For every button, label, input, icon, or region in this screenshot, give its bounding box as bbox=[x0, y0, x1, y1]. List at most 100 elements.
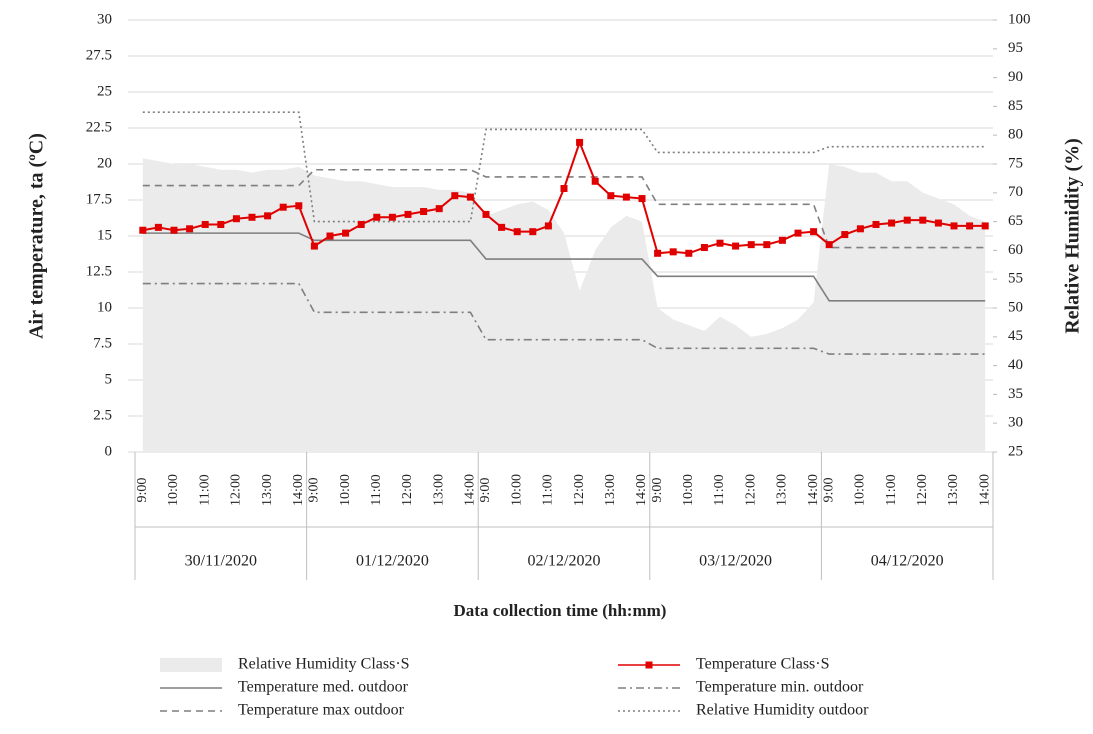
y-tick-label: 0 bbox=[105, 443, 113, 459]
legend-marker bbox=[645, 661, 653, 669]
marker bbox=[513, 228, 521, 236]
line bbox=[142, 282, 986, 355]
y-tick-label: 7.5 bbox=[93, 335, 112, 351]
marker bbox=[451, 192, 459, 200]
x-tick-label: 12:00 bbox=[572, 474, 587, 506]
x-tick-label: 13:00 bbox=[775, 474, 790, 506]
y2-tick-label: 30 bbox=[1008, 415, 1023, 431]
marker bbox=[919, 216, 927, 224]
area bbox=[142, 158, 986, 453]
marker bbox=[981, 222, 989, 230]
legend-swatch bbox=[160, 658, 222, 672]
group-label: 02/12/2020 bbox=[528, 553, 601, 570]
marker bbox=[388, 213, 396, 221]
marker bbox=[248, 213, 256, 221]
y2-tick-label: 40 bbox=[1008, 357, 1023, 373]
marker bbox=[544, 222, 552, 230]
marker bbox=[825, 241, 833, 249]
marker bbox=[295, 202, 303, 210]
marker bbox=[607, 192, 615, 200]
y2-tick-label: 65 bbox=[1008, 213, 1023, 229]
marker bbox=[466, 193, 474, 201]
x-tick-label: 13:00 bbox=[946, 474, 961, 506]
group-label: 01/12/2020 bbox=[356, 553, 429, 570]
marker bbox=[810, 228, 818, 236]
marker bbox=[669, 248, 677, 256]
x-tick-label: 9:00 bbox=[478, 478, 493, 503]
x-tick-label: 14:00 bbox=[634, 474, 649, 506]
y-tick-label: 25 bbox=[97, 83, 112, 99]
line bbox=[142, 168, 986, 249]
marker bbox=[186, 225, 194, 233]
marker bbox=[498, 223, 506, 231]
y2-tick-label: 45 bbox=[1008, 328, 1023, 344]
legend-label: Temperature max outdoor bbox=[238, 702, 405, 719]
legend-label: Temperature Class·S bbox=[696, 656, 830, 673]
y2-tick-label: 100 bbox=[1008, 11, 1031, 27]
y-tick-label: 20 bbox=[97, 155, 112, 171]
marker bbox=[420, 208, 428, 216]
marker bbox=[342, 229, 350, 237]
x-tick-label: 10:00 bbox=[166, 474, 181, 506]
marker bbox=[264, 212, 272, 220]
y2-tick-label: 80 bbox=[1008, 127, 1023, 143]
y2-tick-label: 70 bbox=[1008, 184, 1023, 200]
x-tick-label: 13:00 bbox=[603, 474, 618, 506]
marker bbox=[841, 231, 849, 239]
x-tick-label: 12:00 bbox=[400, 474, 415, 506]
marker bbox=[903, 216, 911, 224]
x-tick-label: 12:00 bbox=[915, 474, 930, 506]
marker bbox=[700, 244, 708, 252]
y-tick-label: 27.5 bbox=[86, 47, 112, 63]
y-tick-label: 5 bbox=[105, 371, 113, 387]
x-tick-label: 14:00 bbox=[463, 474, 478, 506]
y2-tick-label: 95 bbox=[1008, 40, 1023, 56]
marker bbox=[482, 210, 490, 218]
marker bbox=[622, 193, 630, 201]
marker bbox=[435, 205, 443, 213]
group-label: 30/11/2020 bbox=[185, 553, 257, 570]
legend-label: Relative Humidity Class·S bbox=[238, 656, 410, 673]
x-tick-label: 14:00 bbox=[291, 474, 306, 506]
x-tick-label: 13:00 bbox=[431, 474, 446, 506]
marker bbox=[716, 239, 724, 247]
y2-tick-label: 60 bbox=[1008, 242, 1023, 258]
marker bbox=[591, 177, 599, 185]
marker bbox=[310, 242, 318, 250]
marker bbox=[872, 220, 880, 228]
x-tick-label: 10:00 bbox=[853, 474, 868, 506]
x-tick-label: 11:00 bbox=[541, 474, 556, 505]
x-tick-label: 9:00 bbox=[135, 478, 150, 503]
marker bbox=[654, 249, 662, 257]
marker bbox=[139, 226, 147, 234]
legend-label: Relative Humidity outdoor bbox=[696, 702, 869, 719]
y-tick-label: 30 bbox=[97, 11, 112, 27]
x-tick-label: 9:00 bbox=[650, 478, 665, 503]
y2-axis-title: Relative Humidity (%) bbox=[1062, 138, 1084, 334]
y2-tick-label: 75 bbox=[1008, 155, 1023, 171]
marker bbox=[638, 195, 646, 203]
marker bbox=[576, 138, 584, 146]
marker bbox=[154, 223, 162, 231]
marker bbox=[404, 210, 412, 218]
marker bbox=[170, 226, 178, 234]
group-label: 03/12/2020 bbox=[699, 553, 772, 570]
x-tick-label: 9:00 bbox=[307, 478, 322, 503]
marker bbox=[201, 220, 209, 228]
marker bbox=[934, 219, 942, 227]
y2-tick-label: 55 bbox=[1008, 271, 1023, 287]
x-tick-label: 12:00 bbox=[743, 474, 758, 506]
marker bbox=[888, 219, 896, 227]
line bbox=[142, 232, 986, 302]
marker bbox=[794, 229, 802, 237]
y-tick-label: 12.5 bbox=[86, 263, 112, 279]
y2-tick-label: 50 bbox=[1008, 299, 1023, 315]
y-tick-label: 15 bbox=[97, 227, 112, 243]
x-tick-label: 14:00 bbox=[977, 474, 992, 506]
x-axis-title: Data collection time (hh:mm) bbox=[454, 601, 667, 620]
marker bbox=[217, 220, 225, 228]
marker bbox=[373, 213, 381, 221]
y2-tick-label: 85 bbox=[1008, 98, 1023, 114]
x-tick-label: 11:00 bbox=[369, 474, 384, 505]
